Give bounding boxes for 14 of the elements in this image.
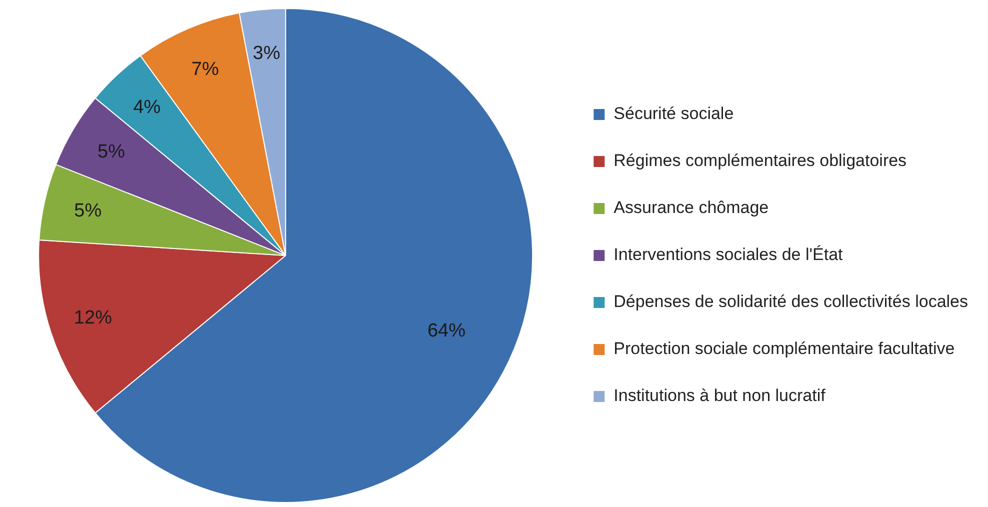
legend-label: Protection sociale complémentaire facultative <box>614 339 955 358</box>
legend-label: Assurance chômage <box>614 198 769 218</box>
data-label: 12% <box>74 307 112 328</box>
legend-label: Interventions sociales de l'État <box>614 245 844 264</box>
data-label: 5% <box>98 142 126 163</box>
legend-label: Institutions à but non lucratif <box>614 386 826 406</box>
legend-label: Régimes complémentaires obligatoires <box>614 151 907 170</box>
data-label: 7% <box>191 58 219 80</box>
legend-label: Sécurité sociale <box>614 104 734 124</box>
data-label: 64% <box>427 320 466 342</box>
legend-label: Dépenses de solidarité des collectivités locales <box>614 292 968 312</box>
data-label: 5% <box>74 200 102 222</box>
data-label: 3% <box>252 43 280 64</box>
data-label: 4% <box>133 97 161 118</box>
